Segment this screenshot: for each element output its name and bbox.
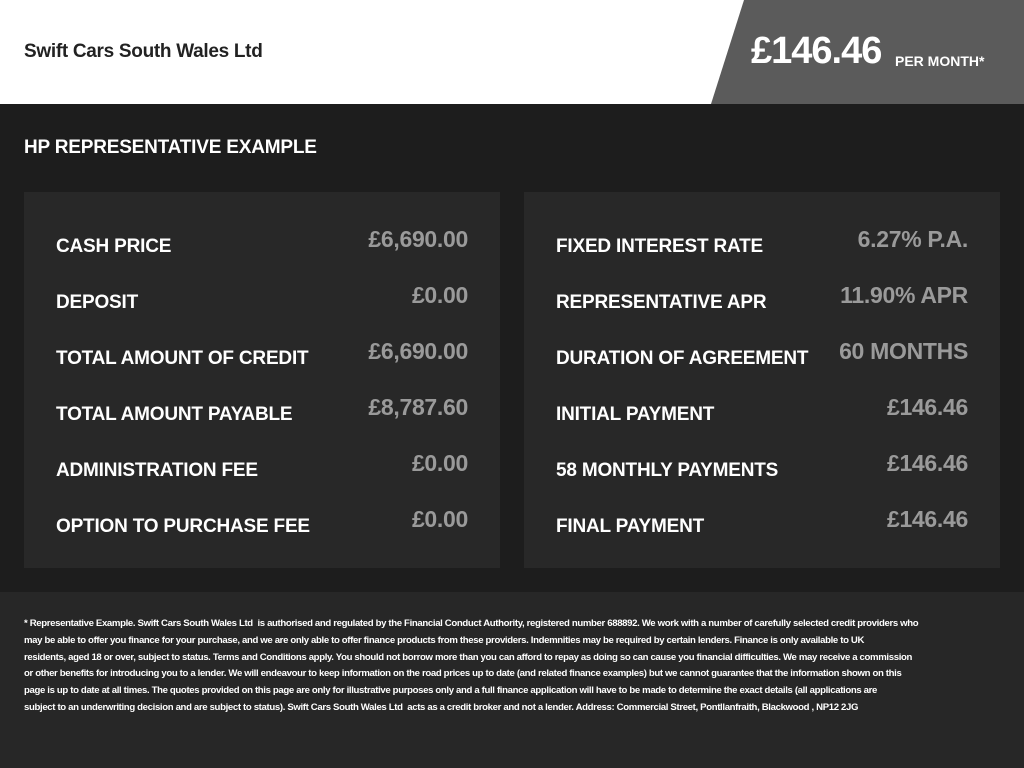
finance-label: INITIAL PAYMENT (556, 404, 715, 425)
finance-label: ADMINISTRATION FEE (56, 460, 258, 481)
per-month-label: PER MONTH* (895, 53, 985, 69)
finance-row: OPTION TO PURCHASE FEE £0.00 (56, 506, 468, 538)
finance-value: 11.90% APR (840, 282, 968, 308)
finance-label: CASH PRICE (56, 236, 172, 257)
finance-row: FINAL PAYMENT £146.46 (556, 506, 968, 538)
finance-label: FINAL PAYMENT (556, 516, 705, 537)
finance-value: £6,690.00 (368, 338, 468, 364)
finance-row: TOTAL AMOUNT OF CREDIT £6,690.00 (56, 338, 468, 370)
finance-card-left: CASH PRICE £6,690.00 DEPOSIT £0.00 TOTAL AMO… (24, 192, 500, 568)
finance-value: 60 MONTHS (839, 338, 968, 364)
finance-row: CASH PRICE £6,690.00 (56, 226, 468, 258)
finance-value: £146.46 (886, 506, 968, 532)
finance-label: TOTAL AMOUNT OF CREDIT (56, 348, 309, 369)
finance-card-right: FIXED INTEREST RATE 6.27% P.A. REPRESENTAT… (524, 192, 1000, 568)
disclaimer-text: * Representative Example. Swift Cars Sou… (24, 616, 919, 717)
finance-row: INITIAL PAYMENT £146.46 (556, 394, 968, 426)
finance-row: 58 MONTHLY PAYMENTS £146.46 (556, 450, 968, 482)
dealer-name: Swift Cars South Wales Ltd (24, 41, 263, 62)
finance-label: OPTION TO PURCHASE FEE (56, 516, 310, 537)
finance-label: TOTAL AMOUNT PAYABLE (56, 404, 293, 425)
disclaimer-line: * Representative Example. Swift Cars Sou… (24, 618, 919, 629)
finance-value: £8,787.60 (368, 394, 468, 420)
finance-value: £6,690.00 (368, 226, 468, 252)
finance-row: DURATION OF AGREEMENT 60 MONTHS (556, 338, 968, 370)
header: Swift Cars South Wales Ltd £146.46 PER M… (0, 0, 1024, 104)
finance-row: REPRESENTATIVE APR 11.90% APR (556, 282, 968, 314)
finance-label: REPRESENTATIVE APR (556, 292, 767, 313)
finance-value: £0.00 (411, 282, 468, 308)
finance-row: TOTAL AMOUNT PAYABLE £8,787.60 (56, 394, 468, 426)
disclaimer-line: residents, aged 18 or over, subject to s… (24, 651, 913, 663)
finance-label: DURATION OF AGREEMENT (556, 348, 809, 369)
finance-row: ADMINISTRATION FEE £0.00 (56, 450, 468, 482)
disclaimer-line: subject to an underwriting decision and … (24, 701, 859, 713)
finance-row: DEPOSIT £0.00 (56, 282, 468, 314)
finance-value: £0.00 (411, 450, 468, 476)
monthly-price-panel: £146.46 PER MONTH* (711, 0, 1024, 104)
finance-value: £0.00 (411, 506, 468, 532)
disclaimer-line: page is up to date at all times. The quo… (24, 685, 878, 697)
finance-row: FIXED INTEREST RATE 6.27% P.A. (556, 226, 969, 258)
finance-value: £146.46 (886, 394, 968, 420)
finance-value: 6.27% P.A. (857, 226, 969, 252)
finance-label: FIXED INTEREST RATE (556, 236, 763, 257)
monthly-price: £146.46 (751, 30, 882, 72)
disclaimer-line: may be able to offer you finance for you… (24, 634, 865, 646)
section-title: HP REPRESENTATIVE EXAMPLE (24, 137, 317, 158)
finance-label: DEPOSIT (56, 292, 139, 313)
finance-value: £146.46 (886, 450, 968, 476)
disclaimer-footer: * Representative Example. Swift Cars Sou… (0, 592, 1024, 768)
disclaimer-line: or other benefits for introducing you to… (24, 668, 902, 680)
finance-label: 58 MONTHLY PAYMENTS (556, 460, 779, 481)
